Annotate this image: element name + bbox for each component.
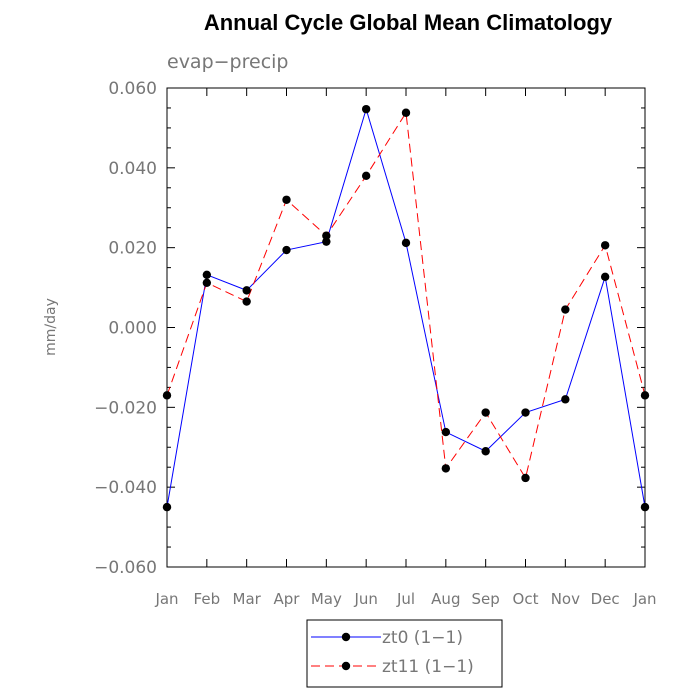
series-layer xyxy=(162,104,650,512)
x-tick-label: Jun xyxy=(353,590,377,608)
data-point-series-1 xyxy=(162,391,172,400)
data-point-series-1 xyxy=(481,408,490,417)
legend-marker-zt0 xyxy=(341,632,351,642)
x-tick-label: Nov xyxy=(551,590,580,608)
data-point-series-1 xyxy=(282,195,291,204)
x-axis-ticks xyxy=(166,88,646,567)
x-tick-label: Dec xyxy=(591,590,620,608)
x-tick-label: Apr xyxy=(274,590,301,608)
y-tick-label: −0.060 xyxy=(94,558,157,578)
data-point-series-0 xyxy=(600,272,610,282)
data-point-series-1 xyxy=(322,231,331,240)
y-tick-label: 0.040 xyxy=(108,159,157,179)
data-point-series-0 xyxy=(202,270,212,280)
x-tick-label: May xyxy=(311,590,342,608)
x-tick-label: Aug xyxy=(431,590,460,608)
legend-marker-zt11 xyxy=(341,661,351,671)
data-point-series-1 xyxy=(640,391,650,400)
legend-box xyxy=(306,619,503,688)
data-point-series-0 xyxy=(322,237,331,246)
data-point-series-0 xyxy=(242,286,251,295)
data-point-series-0 xyxy=(162,502,172,512)
data-point-series-0 xyxy=(521,408,530,417)
legend: zt0 (1−1) zt11 (1−1) xyxy=(306,619,503,688)
x-tick-label: Jan xyxy=(154,590,178,608)
data-point-series-0 xyxy=(561,395,570,404)
series-line-0 xyxy=(166,107,646,508)
x-tick-label: Sep xyxy=(472,590,500,608)
data-point-series-0 xyxy=(481,447,490,456)
data-point-series-1 xyxy=(600,241,610,250)
data-point-series-1 xyxy=(561,305,570,314)
chart-title: Annual Cycle Global Mean Climatology xyxy=(204,10,613,35)
data-point-series-1 xyxy=(361,171,371,181)
y-tick-label: 0.020 xyxy=(108,239,157,259)
data-point-series-1 xyxy=(401,108,411,117)
legend-label-zt0: zt0 (1−1) xyxy=(382,628,463,648)
data-point-series-1 xyxy=(521,473,530,483)
data-point-series-0 xyxy=(401,238,411,248)
data-point-series-0 xyxy=(640,502,650,512)
y-tick-label: −0.040 xyxy=(94,478,157,498)
y-axis-label: mm/day xyxy=(43,298,59,356)
y-axis-ticks xyxy=(167,87,645,568)
x-axis-tick-labels: Jan Feb Mar Apr May Jun Jul Aug Sep Oct Nov Dec Jan xyxy=(154,590,656,608)
data-point-series-0 xyxy=(441,427,451,437)
x-tick-label: Jul xyxy=(396,590,415,608)
data-point-series-0 xyxy=(282,245,291,255)
y-tick-label: −0.020 xyxy=(94,398,157,418)
series-line-1 xyxy=(166,111,646,480)
data-point-series-1 xyxy=(242,297,251,306)
legend-label-zt11: zt11 (1−1) xyxy=(382,657,474,677)
x-tick-label: Oct xyxy=(513,590,539,608)
x-tick-label: Feb xyxy=(194,590,221,608)
chart-subtitle: evap−precip xyxy=(167,51,289,73)
data-point-series-1 xyxy=(441,464,451,473)
data-point-series-1 xyxy=(202,278,212,287)
x-tick-label: Jan xyxy=(632,590,656,608)
y-tick-label: 0.000 xyxy=(108,319,157,339)
y-axis-tick-labels: −0.060 −0.040 −0.020 0.000 0.020 0.040 0.060 xyxy=(94,79,157,578)
plot-frame xyxy=(166,87,646,568)
data-point-series-0 xyxy=(361,104,371,114)
y-tick-label: 0.060 xyxy=(108,79,157,99)
x-tick-label: Mar xyxy=(233,590,262,608)
